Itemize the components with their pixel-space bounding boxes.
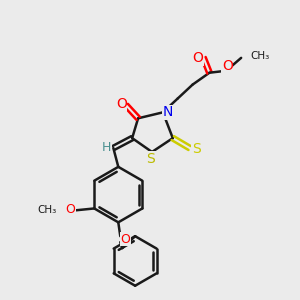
Text: O: O bbox=[116, 98, 127, 111]
Text: O: O bbox=[120, 233, 130, 246]
Text: CH₃: CH₃ bbox=[250, 51, 269, 61]
Text: S: S bbox=[192, 142, 201, 156]
Text: H: H bbox=[102, 140, 111, 154]
Text: N: N bbox=[163, 105, 173, 119]
Text: CH₃: CH₃ bbox=[38, 206, 57, 215]
Text: S: S bbox=[147, 152, 155, 166]
Text: O: O bbox=[222, 59, 233, 73]
Text: O: O bbox=[66, 203, 75, 216]
Text: O: O bbox=[192, 51, 203, 65]
